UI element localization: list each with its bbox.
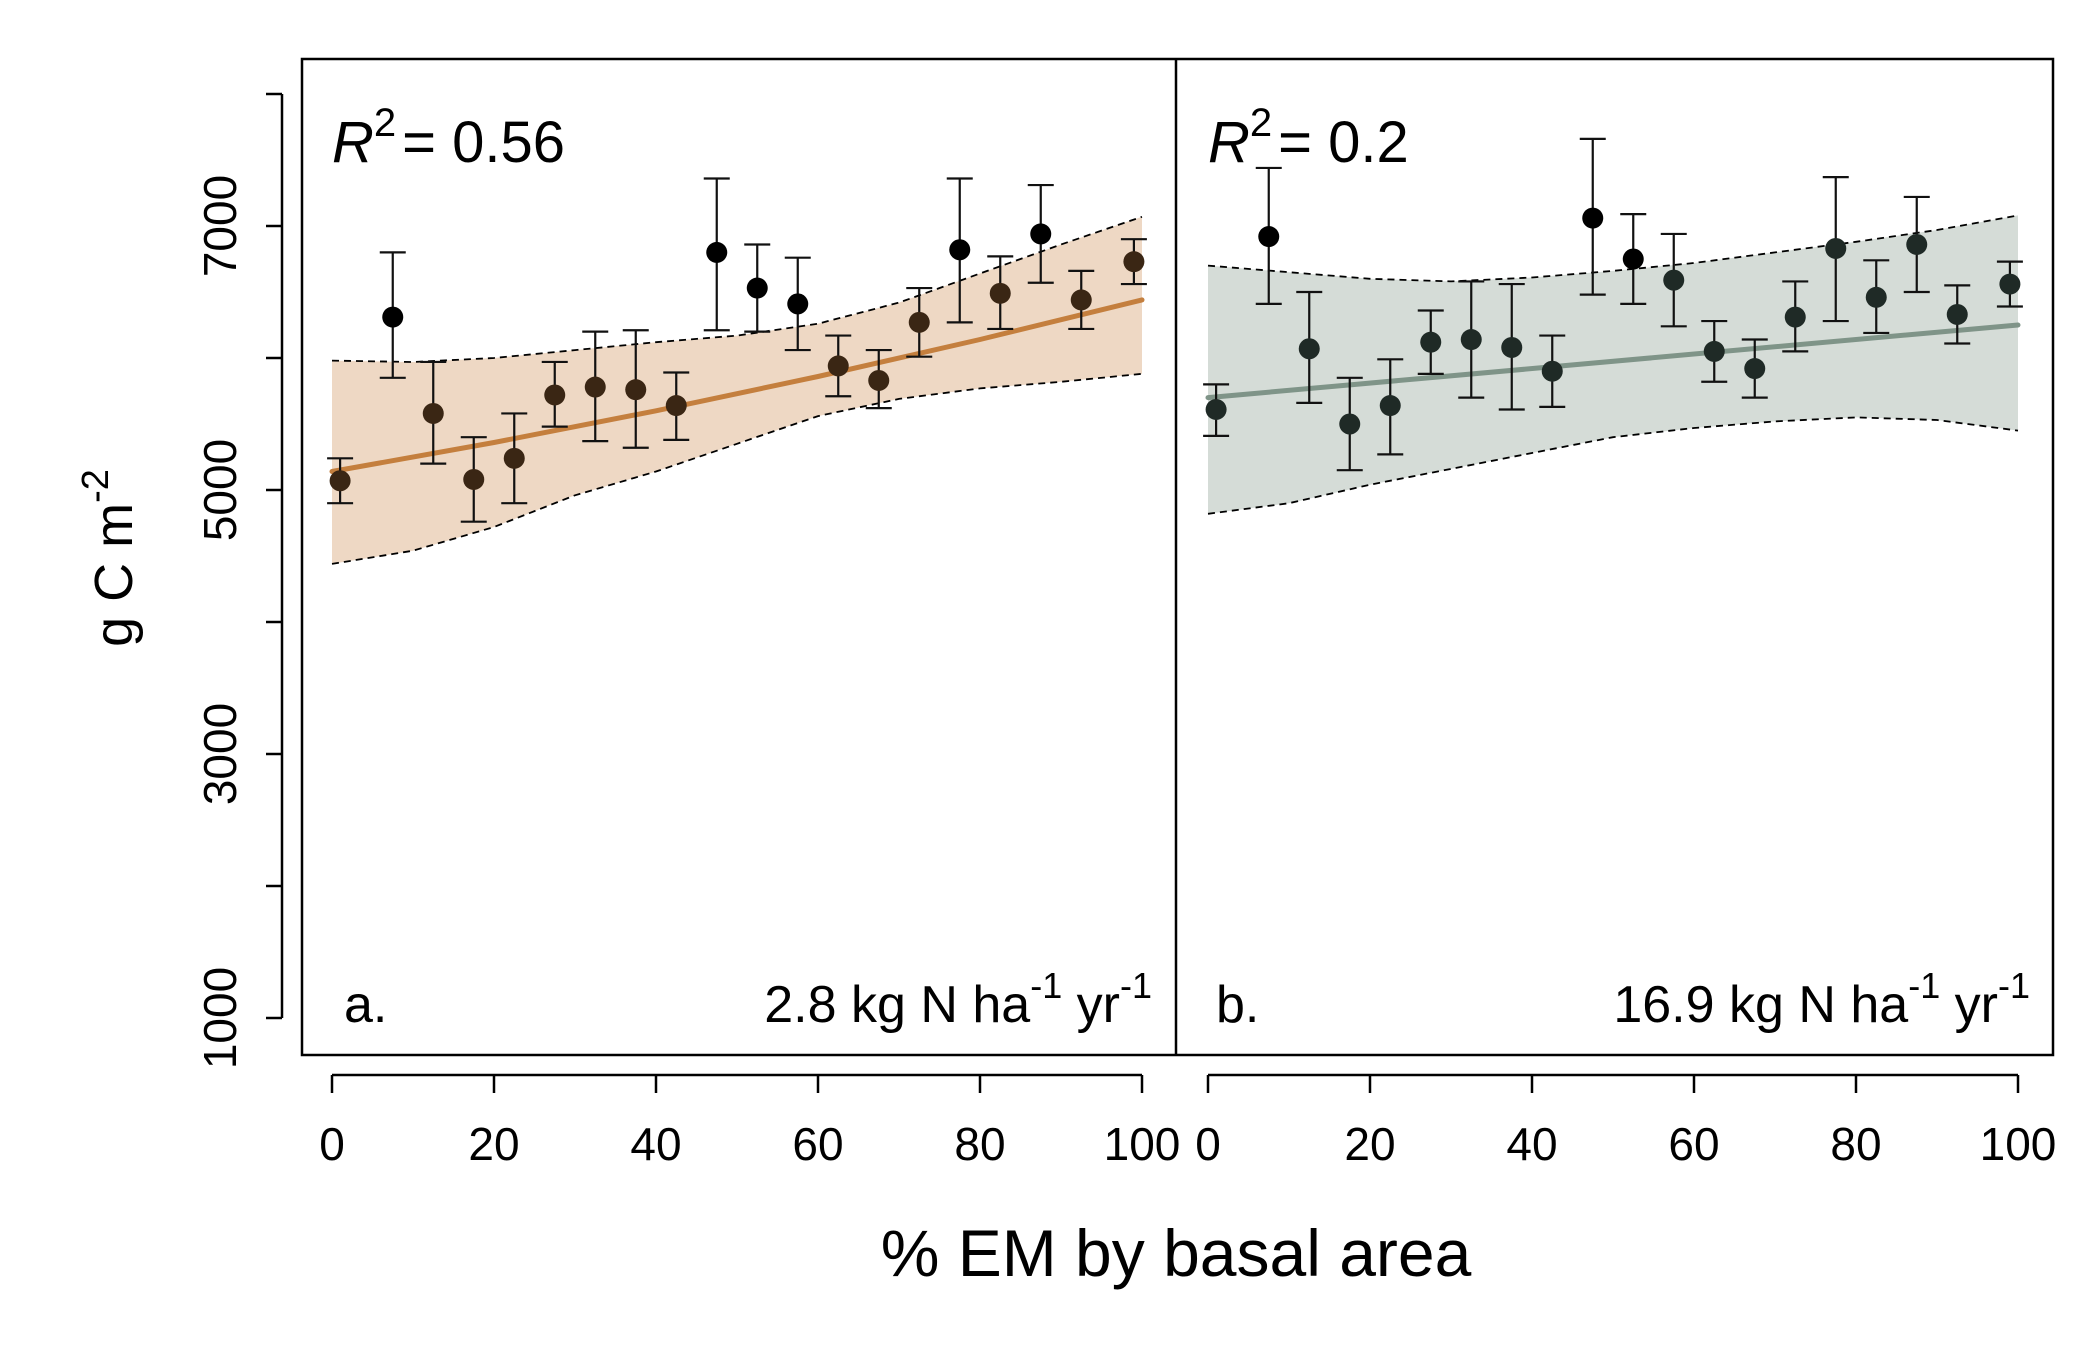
panel-a-data-point — [382, 306, 404, 328]
panel-a-ci-band — [332, 216, 1142, 564]
x-tick-label: 0 — [1195, 1118, 1221, 1170]
panel-a-data-point — [584, 376, 606, 398]
panel-b-data-point — [1946, 303, 1968, 325]
panel-b-r2: R2 = 0.2 — [1208, 101, 1409, 175]
panel-b-ci-upper — [1207, 214, 2019, 283]
panel-a-data-point — [329, 470, 351, 492]
panel-b-data-point — [1501, 336, 1523, 358]
x-tick-label: 20 — [1344, 1118, 1395, 1170]
panel-a-r2: R2 = 0.56 — [332, 101, 565, 175]
panel-a-data-point — [746, 277, 768, 299]
y-tick-label: 1000 — [194, 967, 246, 1069]
y-axis: 1000 3000 5000 7000 — [194, 92, 284, 1069]
panel-a-data-point — [503, 447, 525, 469]
panel-a-data-point — [625, 379, 647, 401]
panel-a-data-point — [665, 395, 687, 417]
panel-b: R2 = 0.2 b. 16.9 kg N ha-1 yr-1 — [1203, 101, 2030, 1034]
x-tick-label: 60 — [792, 1118, 843, 1170]
panel-b-data-point — [1298, 338, 1320, 360]
x-tick-label: 60 — [1668, 1118, 1719, 1170]
panel-a-fit-line — [329, 297, 1145, 474]
panel-b-data-point — [1339, 413, 1361, 435]
panel-b-data-point — [1460, 329, 1482, 351]
panel-a-data-point — [1070, 289, 1092, 311]
panel-a-data-point — [989, 282, 1011, 304]
x-tick-label: 0 — [319, 1118, 345, 1170]
y-axis-label: g C m-2 — [75, 469, 144, 647]
panel-a-data-point — [868, 369, 890, 391]
panel-b-data-point — [1784, 306, 1806, 328]
panel-b-data-point — [1865, 286, 1887, 308]
panel-a-ci-upper — [331, 215, 1143, 363]
plot-frame — [300, 57, 2055, 1057]
y-tick-label: 7000 — [194, 175, 246, 277]
panel-b-data-point — [1999, 273, 2021, 295]
panel-b-data-point — [1703, 340, 1725, 362]
panel-b-data-point — [1744, 358, 1766, 380]
panel-a-ci-lower — [331, 372, 1143, 565]
panel-a-deposition: 2.8 kg N ha-1 yr-1 — [764, 965, 1152, 1034]
panel-b-ci-band — [1208, 215, 2018, 514]
panel-b-data-point — [1379, 395, 1401, 417]
panel-a-data-point — [827, 355, 849, 377]
panel-b-label: b. — [1216, 976, 1259, 1034]
panel-b-data-point — [1622, 248, 1644, 270]
panel-b-fit-line — [1205, 322, 2021, 401]
panel-b-data-point — [1906, 233, 1928, 255]
panel-a-data-point — [544, 384, 566, 406]
y-tick-label: 5000 — [194, 439, 246, 541]
x-axis-panel-a: 0 20 40 60 80 100 — [319, 1073, 1181, 1170]
x-axis-panel-b: 0 20 40 60 80 100 — [1195, 1073, 2057, 1170]
x-tick-label: 20 — [468, 1118, 519, 1170]
panel-a-data-point — [463, 468, 485, 490]
panel-b-data-point — [1541, 360, 1563, 382]
panel-b-data-point — [1825, 237, 1847, 259]
y-tick-label: 3000 — [194, 703, 246, 805]
panel-a-label: a. — [344, 976, 387, 1034]
panel-b-data-point — [1420, 331, 1442, 353]
x-tick-label: 40 — [1506, 1118, 1557, 1170]
panel-a-data-point — [908, 311, 930, 333]
panel-b-ci-lower — [1207, 416, 2019, 515]
x-tick-label: 100 — [1980, 1118, 2057, 1170]
panel-b-deposition: 16.9 kg N ha-1 yr-1 — [1613, 965, 2030, 1034]
panel-a-data-point — [1030, 223, 1052, 245]
panel-b-data-point — [1258, 226, 1280, 248]
x-tick-label: 100 — [1104, 1118, 1181, 1170]
x-tick-label: 40 — [630, 1118, 681, 1170]
panel-a-data-point — [787, 293, 809, 315]
x-tick-label: 80 — [954, 1118, 1005, 1170]
panel-b-data-point — [1663, 269, 1685, 291]
panel-a-data-point — [949, 239, 971, 261]
x-axis-label: % EM by basal area — [881, 1216, 1472, 1290]
panel-b-data-point — [1582, 207, 1604, 229]
x-tick-label: 80 — [1830, 1118, 1881, 1170]
panel-a-data-point — [1123, 251, 1145, 273]
panel-a: R2 = 0.56 a. 2.8 kg N ha-1 yr-1 — [327, 101, 1152, 1034]
panel-a-data-point — [422, 402, 444, 424]
panel-a-data-point — [706, 241, 728, 263]
panel-b-data-point — [1205, 398, 1227, 420]
